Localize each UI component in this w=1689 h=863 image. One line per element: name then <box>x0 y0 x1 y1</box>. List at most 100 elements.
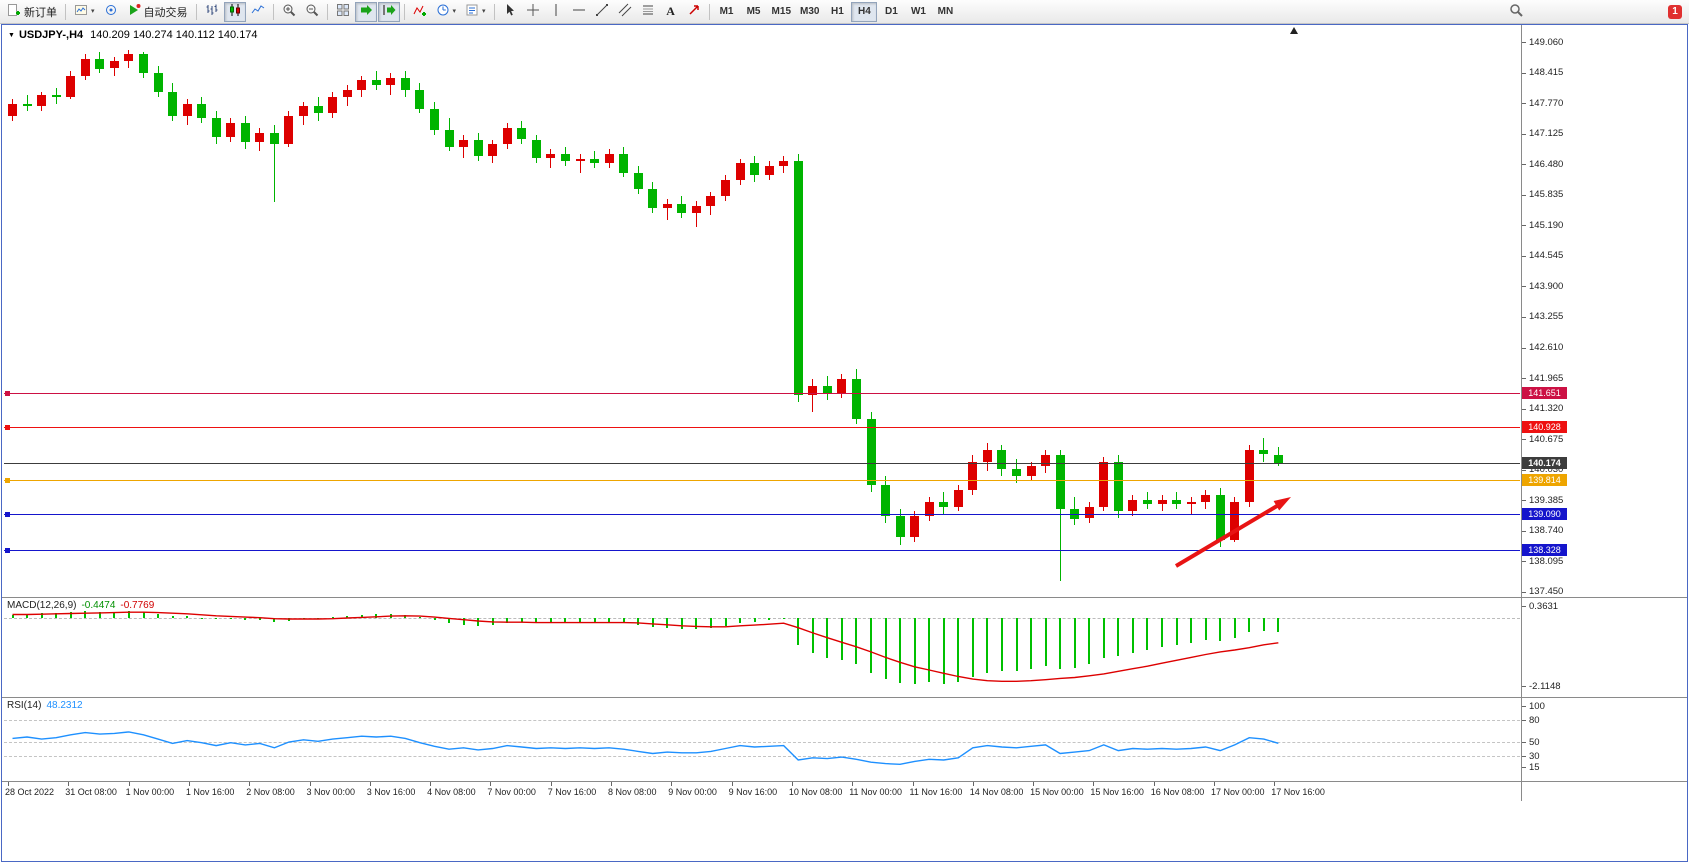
candle-body <box>357 80 367 90</box>
rsi-axis-tick <box>1522 720 1526 722</box>
time-axis-tick <box>1033 782 1035 786</box>
level-handle[interactable] <box>5 390 10 396</box>
search-button[interactable] <box>1505 2 1527 22</box>
timeframe-m1-button[interactable]: M1 <box>714 2 740 22</box>
candle-body <box>124 54 134 62</box>
horizontal-level-line[interactable] <box>4 427 1520 429</box>
timeframe-h1-button[interactable]: H1 <box>824 2 850 22</box>
tile-windows-button[interactable] <box>332 2 354 22</box>
level-handle[interactable] <box>5 477 10 483</box>
templates-button[interactable]: ▾ <box>461 2 490 22</box>
macd-histogram-bar <box>1190 617 1192 643</box>
price-axis-tick <box>1522 469 1526 471</box>
periods-button[interactable]: ▾ <box>432 2 461 22</box>
time-axis-label: 11 Nov 00:00 <box>849 787 903 797</box>
price-axis-tick <box>1522 225 1526 227</box>
level-handle[interactable] <box>5 512 10 518</box>
text-tool-button[interactable]: A <box>660 2 682 22</box>
chart-shift-button[interactable] <box>377 1 400 22</box>
macd-histogram-bar <box>593 617 596 623</box>
vertical-line-button[interactable] <box>545 2 567 22</box>
price-axis-tick <box>1522 194 1526 196</box>
timeframe-m15-button[interactable]: M15 <box>768 2 795 22</box>
candle-body <box>1244 449 1254 502</box>
macd-histogram-bar <box>535 617 538 624</box>
equidistant-channel-button[interactable] <box>614 2 636 22</box>
macd-histogram-bar <box>870 617 872 673</box>
macd-histogram-bar <box>680 617 683 629</box>
macd-histogram-bar <box>171 616 174 618</box>
level-handle[interactable] <box>5 548 10 554</box>
level-handle[interactable] <box>5 425 10 431</box>
trendline-button[interactable] <box>591 2 613 22</box>
time-axis-label: 16 Nov 08:00 <box>1150 787 1205 797</box>
candlestick-chart-button[interactable] <box>223 1 246 22</box>
tile-windows-icon <box>336 3 350 20</box>
horizontal-level-line[interactable] <box>4 479 1520 481</box>
candle-body <box>153 73 163 93</box>
macd-histogram-bar <box>811 617 814 654</box>
time-axis-tick <box>369 782 371 786</box>
horizontal-line-button[interactable] <box>568 2 590 22</box>
macd-histogram-bar <box>971 617 974 678</box>
horizontal-level-line[interactable] <box>4 550 1520 552</box>
price-axis-separator[interactable] <box>1521 25 1522 801</box>
equidistant-channel-icon <box>618 3 632 20</box>
time-axis-label: 2 Nov 08:00 <box>246 787 295 797</box>
rsi-axis-label: 80 <box>1529 715 1540 727</box>
timeframe-mn-button[interactable]: MN <box>932 2 958 22</box>
macd-histogram-bar <box>739 617 741 623</box>
candle-body <box>1041 454 1050 467</box>
price-axis-tick <box>1522 72 1526 74</box>
bar-chart-icon <box>205 3 219 20</box>
macd-histogram-bar <box>200 617 203 619</box>
notification-badge[interactable]: 1 <box>1668 4 1682 19</box>
price-axis-tick <box>1522 561 1526 563</box>
candle-body <box>269 132 279 145</box>
panel-separator[interactable] <box>2 597 1687 598</box>
horizontal-level-line[interactable] <box>4 392 1520 394</box>
candle-body <box>1012 468 1021 476</box>
zoom-out-button[interactable] <box>301 2 323 22</box>
candle-body <box>255 132 265 142</box>
price-axis-label: 140.030 <box>1529 464 1564 476</box>
chart-title: ▼ USDJPY-,H4 140.209 140.274 140.112 140.1… <box>8 29 258 41</box>
indicators-button[interactable] <box>409 2 431 22</box>
price-axis-label: 147.770 <box>1529 97 1564 109</box>
new-chart-button[interactable]: ▾ <box>70 2 99 22</box>
timeframe-d1-button[interactable]: D1 <box>878 2 904 22</box>
profiles-button[interactable] <box>100 2 122 22</box>
macd-histogram-bar <box>1030 617 1032 670</box>
bar-chart-button[interactable] <box>201 2 223 22</box>
autotrading-button[interactable]: 自动交易 <box>123 2 192 22</box>
macd-histogram-bar <box>506 617 509 624</box>
timeframe-m30-button[interactable]: M30 <box>796 2 823 22</box>
timeframe-m5-button[interactable]: M5 <box>741 2 767 22</box>
toolbar-separator <box>326 3 328 20</box>
macd-histogram-bar <box>637 617 640 625</box>
time-axis-label: 1 Nov 16:00 <box>185 787 235 797</box>
crosshair-button[interactable] <box>522 2 544 22</box>
timeframe-h4-button[interactable]: H4 <box>851 1 878 22</box>
symbol-period-label: USDJPY-,H4 <box>18 29 84 41</box>
zoom-in-button[interactable] <box>278 2 300 22</box>
arrow-tools-button[interactable] <box>683 2 705 22</box>
horizontal-level-line[interactable] <box>4 514 1520 516</box>
panel-separator[interactable] <box>2 697 1687 698</box>
macd-histogram-bar <box>1248 617 1251 633</box>
macd-name: MACD(12,26,9) <box>7 600 77 611</box>
cursor-button[interactable] <box>499 2 521 22</box>
fibonacci-button[interactable] <box>637 2 659 22</box>
rsi-axis-label: 100 <box>1529 701 1545 712</box>
line-chart-button[interactable] <box>247 2 269 22</box>
timeframe-w1-button[interactable]: W1 <box>905 2 931 22</box>
toolbar-separator <box>493 3 495 20</box>
macd-histogram-bar <box>768 617 771 621</box>
price-axis-label: 145.835 <box>1529 189 1564 201</box>
candle-body <box>430 108 439 131</box>
rsi-axis-tick <box>1522 742 1526 743</box>
new-order-button[interactable]: 新订单 <box>3 2 61 22</box>
auto-scroll-button[interactable] <box>354 1 377 22</box>
candle-wick <box>579 153 581 173</box>
